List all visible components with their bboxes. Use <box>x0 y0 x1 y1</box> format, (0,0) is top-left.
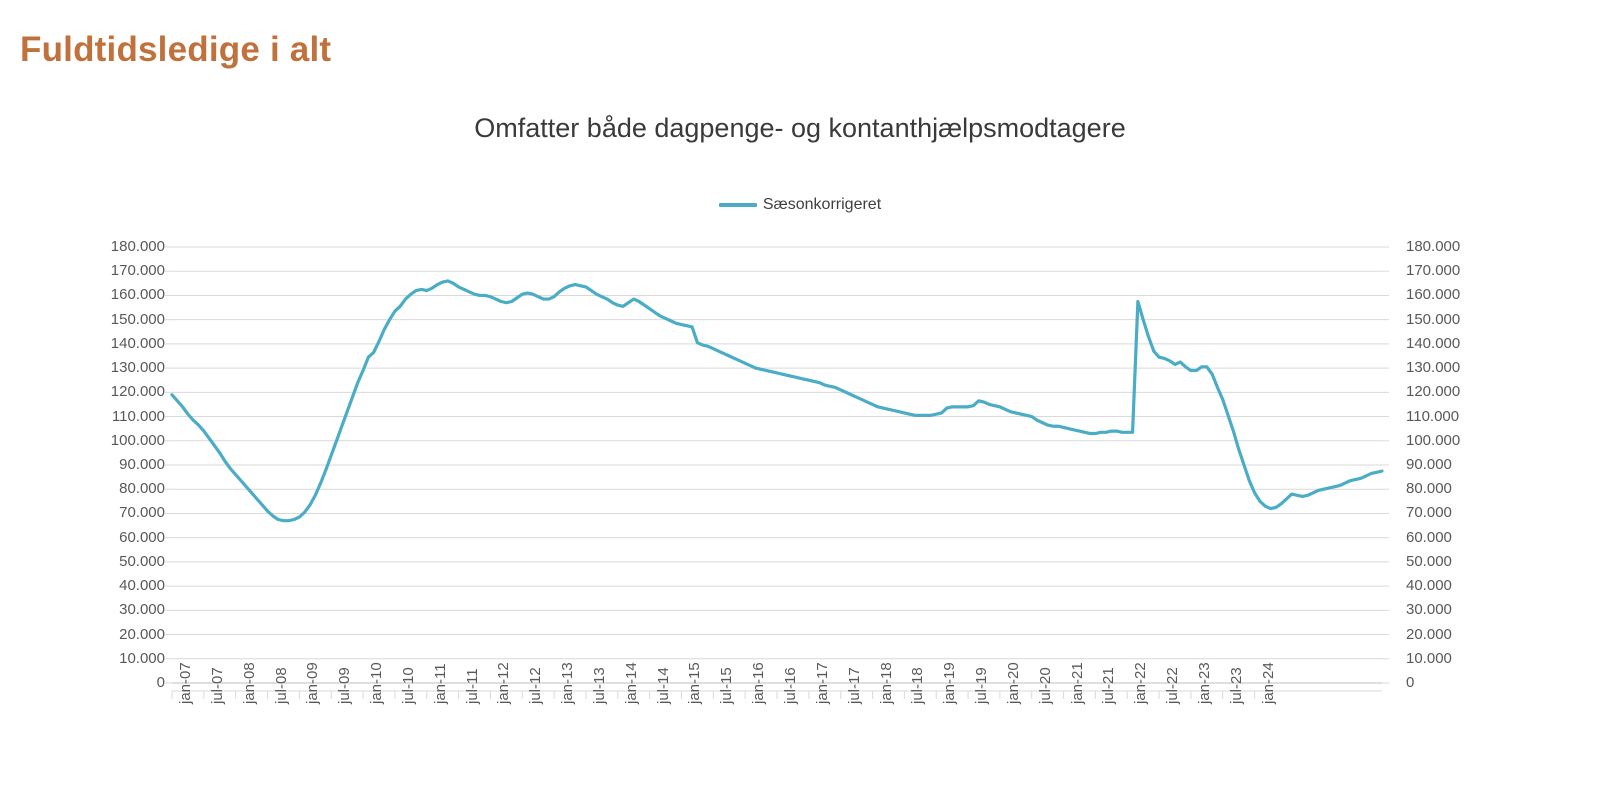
x-axis-tick-label: jan-10 <box>368 662 386 704</box>
y-axis-left-tick-label: 170.000 <box>110 262 165 280</box>
x-axis-tick-label: jul-20 <box>1036 667 1054 704</box>
chart-subtitle: Omfatter både dagpenge- og kontanthjælps… <box>474 113 1126 143</box>
y-axis-left-tick-label: 110.000 <box>111 407 165 425</box>
x-axis-tick-label: jul-10 <box>399 667 417 704</box>
y-axis-left-ticks <box>165 246 172 684</box>
x-axis-tick-label: jan-17 <box>813 662 831 704</box>
x-axis-tick-label: jul-18 <box>909 667 927 704</box>
y-axis-left-tick-label: 90.000 <box>119 456 165 473</box>
chart-legend: Sæsonkorrigeret <box>0 197 1600 213</box>
y-axis-left-tick-label: 60.000 <box>119 528 165 546</box>
y-axis-left-tick-label: 180.000 <box>110 238 165 255</box>
y-axis-right-tick-label: 180.000 <box>1406 238 1461 255</box>
y-axis-left-tick-label: 20.000 <box>119 625 165 643</box>
y-axis-right-tick-label: 90.000 <box>1406 456 1452 473</box>
x-axis-tick-label: jan-16 <box>750 662 768 704</box>
x-axis-tick-label: jan-09 <box>304 662 322 704</box>
legend-swatch-icon <box>718 203 757 207</box>
y-axis-right-ticks <box>1382 246 1389 684</box>
x-axis-tick-label: jan-14 <box>622 662 640 704</box>
x-axis-tick-label: jul-15 <box>718 667 736 704</box>
y-axis-left-tick-label: 150.000 <box>110 310 165 328</box>
y-axis-left-tick-label: 40.000 <box>119 577 165 595</box>
x-axis-ticks <box>171 690 1382 699</box>
x-axis-tick-label: jul-22 <box>1164 667 1182 704</box>
y-axis-left-tick-label: 70.000 <box>119 504 165 522</box>
y-axis-left-tick-label: 100.000 <box>110 431 165 449</box>
x-axis-tick-label: jul-21 <box>1100 667 1118 704</box>
y-axis-right-tick-label: 100.000 <box>1406 431 1461 449</box>
y-axis-right-tick-label: 60.000 <box>1406 528 1452 546</box>
y-axis-left-tick-label: 130.000 <box>110 359 165 377</box>
legend-label-saesonkorrigeret: Sæsonkorrigeret <box>762 196 882 213</box>
y-axis-left-tick-label: 120.000 <box>110 383 165 401</box>
x-axis-tick-label: jan-20 <box>1004 662 1022 704</box>
y-axis-right-tick-label: 140.000 <box>1406 334 1461 352</box>
x-axis-tick-label: jul-16 <box>782 667 799 704</box>
y-axis-right-tick-label: 130.000 <box>1406 359 1461 377</box>
x-axis-tick-label: jan-24 <box>1259 662 1277 704</box>
x-axis-tick-label: jul-14 <box>654 667 672 704</box>
y-axis-left-tick-label: 50.000 <box>119 552 165 570</box>
y-axis-right-tick-label: 80.000 <box>1406 480 1452 498</box>
y-axis-right-tick-label: 20.000 <box>1406 625 1452 643</box>
y-axis-left-tick-label: 10.000 <box>119 649 165 667</box>
x-axis-tick-label: jan-08 <box>240 662 258 704</box>
x-axis-tick-label: jul-13 <box>590 667 608 704</box>
y-axis-right-tick-label: 30.000 <box>1406 601 1452 619</box>
x-axis-tick-label: jul-19 <box>973 667 991 704</box>
y-axis-right-tick-label: 70.000 <box>1406 504 1452 522</box>
y-axis-left-tick-label: 140.000 <box>110 334 165 352</box>
y-axis-right-tick-label: 170.000 <box>1406 262 1461 280</box>
y-axis-left-tick-label: 30.000 <box>119 601 165 619</box>
chart-gridlines <box>172 246 1382 684</box>
x-axis-tick-label: jan-21 <box>1068 662 1086 704</box>
x-axis-tick-label: jul-23 <box>1227 667 1245 704</box>
y-axis-right-tick-label: 150.000 <box>1406 310 1461 328</box>
y-axis-right-tick-label: 110.000 <box>1406 407 1460 425</box>
x-axis-tick-label: jul-11 <box>463 668 481 704</box>
x-axis-tick-label: jan-15 <box>686 662 704 704</box>
y-axis-right-tick-label: 10.000 <box>1406 649 1452 667</box>
x-axis-tick-label: jul-08 <box>272 667 290 704</box>
x-axis-tick-label: jul-09 <box>336 667 354 704</box>
y-axis-left-tick-label: 0 <box>156 674 165 691</box>
y-axis-left-tick-label: 80.000 <box>119 480 165 498</box>
x-axis-tick-label: jan-12 <box>495 662 513 704</box>
x-axis-tick-label: jan-22 <box>1132 662 1150 704</box>
x-axis-tick-label: jan-11 <box>431 663 449 704</box>
x-axis-tick-label: jul-12 <box>527 667 545 704</box>
page-title: Fuldtidsledige i alt <box>20 30 332 69</box>
x-axis-tick-label: jan-07 <box>177 662 194 704</box>
x-axis-tick-label: jan-23 <box>1195 662 1213 704</box>
y-axis-right-tick-label: 0 <box>1406 674 1415 691</box>
y-axis-right-tick-label: 120.000 <box>1406 383 1461 401</box>
y-axis-right-tick-label: 50.000 <box>1406 552 1452 570</box>
y-axis-left-tick-label: 160.000 <box>110 286 165 304</box>
x-axis-tick-label: jan-18 <box>877 662 895 704</box>
x-axis-tick-label: jan-19 <box>941 662 959 704</box>
y-axis-right-tick-label: 160.000 <box>1406 286 1461 304</box>
y-axis-right-tick-label: 40.000 <box>1406 577 1452 595</box>
x-axis-tick-label: jul-17 <box>845 667 863 704</box>
series-line-saesonkorrigeret <box>170 279 1384 523</box>
x-axis-tick-label: jul-07 <box>208 667 226 704</box>
x-axis-tick-label: jan-13 <box>559 662 577 704</box>
